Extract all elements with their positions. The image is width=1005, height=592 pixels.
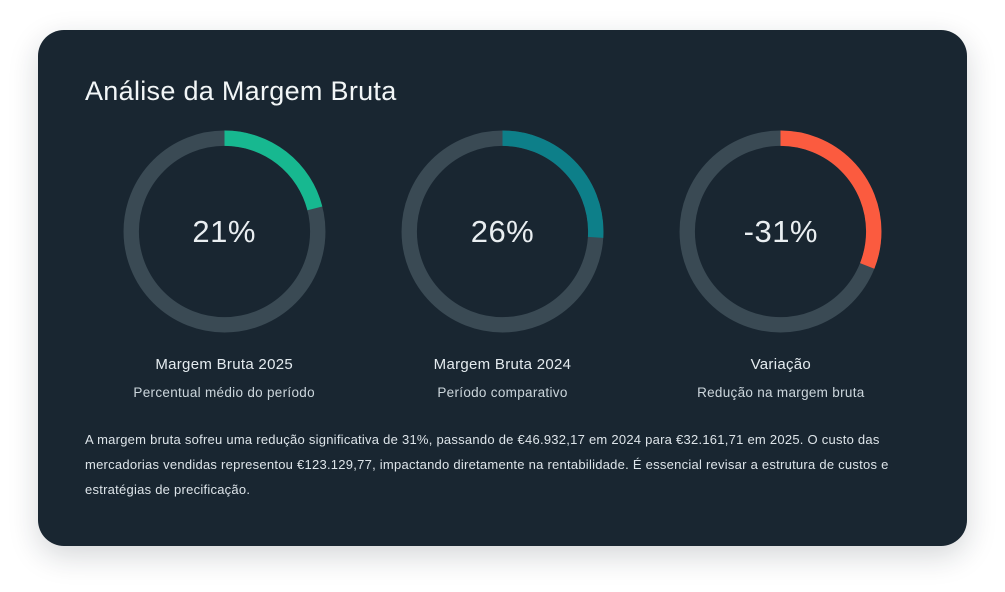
donut-svg (401, 130, 604, 333)
donut-center-value: 21% (192, 213, 256, 249)
donut-chart-variation: -31% Variação Redução na margem bruta (642, 129, 920, 400)
chart-label-2025: Margem Bruta 2025 (155, 356, 293, 373)
summary-text: A margem bruta sofreu uma redução signif… (85, 432, 889, 497)
donut-arc (401, 130, 604, 333)
chart-label-variation: Variação (750, 356, 812, 373)
donut-center-value: -31% (743, 213, 818, 249)
donut-arc (123, 130, 326, 333)
chart-sublabel-variation: Redução na margem bruta (697, 385, 865, 400)
donut-chart-margin-2024: 26% Margem Bruta 2024 Período comparativ… (363, 129, 641, 400)
donut-center-value: 26% (470, 213, 535, 249)
donut-svg (679, 130, 882, 333)
donut-arc (679, 130, 882, 333)
donut-ring-2024: 26% (400, 129, 605, 334)
donut-ring-2025: 21% (122, 129, 327, 334)
donut-chart-margin-2025: 21% Margem Bruta 2025 Percentual médio d… (85, 129, 363, 400)
page-title: Análise da Margem Bruta (85, 76, 397, 106)
chart-label-2024: Margem Bruta 2024 (433, 356, 572, 373)
donut-chart-row: 21% Margem Bruta 2025 Percentual médio d… (85, 129, 920, 400)
donut-ring-variation: -31% (678, 129, 883, 334)
chart-sublabel-2024: Período comparativo (437, 385, 568, 400)
chart-sublabel-2025: Percentual médio do período (133, 385, 315, 400)
donut-svg (123, 130, 326, 333)
gross-margin-analysis-card: Análise da Margem Bruta 21% Margem Bruta… (38, 30, 967, 546)
